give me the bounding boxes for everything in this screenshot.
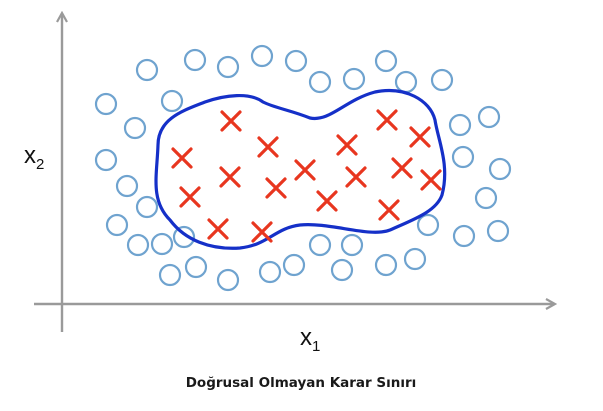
cross-markers [171, 109, 442, 243]
circle-marker [284, 49, 308, 73]
cross-marker [391, 157, 413, 179]
circle-marker [123, 116, 147, 140]
cross-marker [171, 147, 193, 169]
cross-marker [376, 109, 398, 131]
circle-marker [183, 48, 207, 72]
circle-marker [340, 233, 364, 257]
circle-marker [94, 92, 118, 116]
circle-marker [474, 186, 498, 210]
circle-marker [184, 255, 208, 279]
y-axis-label: x2 [24, 142, 44, 173]
circle-marker [394, 70, 418, 94]
cross-marker [207, 218, 229, 240]
circle-marker [158, 263, 182, 287]
circle-marker [486, 219, 510, 243]
cross-marker [220, 110, 242, 132]
cross-marker [316, 190, 338, 212]
circle-marker [135, 195, 159, 219]
circle-marker [452, 224, 476, 248]
circle-marker [330, 258, 354, 282]
circle-marker [258, 260, 282, 284]
cross-marker [345, 166, 367, 188]
cross-marker [336, 134, 358, 156]
circle-marker [308, 233, 332, 257]
circle-marker [342, 67, 366, 91]
circle-marker [216, 268, 240, 292]
circle-marker [216, 55, 240, 79]
cross-marker [265, 177, 287, 199]
x-axis-label: x1 [300, 324, 320, 355]
cross-marker [179, 186, 201, 208]
circle-marker [374, 253, 398, 277]
circle-marker [94, 148, 118, 172]
axes [34, 14, 554, 332]
circle-marker [477, 105, 501, 129]
circle-marker [115, 174, 139, 198]
circle-marker [403, 247, 427, 271]
cross-marker [409, 126, 431, 148]
circle-marker [308, 70, 332, 94]
circle-marker [488, 157, 512, 181]
circle-marker [126, 233, 150, 257]
cross-marker [378, 199, 400, 221]
circle-marker [150, 232, 174, 256]
cross-marker [257, 136, 279, 158]
cross-marker [251, 221, 273, 243]
diagram-caption: Doğrusal Olmayan Karar Sınırı [186, 375, 417, 391]
cross-marker [219, 166, 241, 188]
decision-boundary-curve [154, 89, 447, 250]
circle-marker [282, 253, 306, 277]
cross-marker [420, 169, 442, 191]
circle-marker [135, 58, 159, 82]
circle-marker [105, 213, 129, 237]
circle-marker [250, 44, 274, 68]
circle-marker [172, 225, 196, 249]
circle-marker [416, 213, 440, 237]
circle-marker [451, 145, 475, 169]
circle-marker [430, 68, 454, 92]
cross-marker [294, 159, 316, 181]
circle-marker [160, 89, 184, 113]
circle-marker [374, 49, 398, 73]
circle-marker [448, 113, 472, 137]
